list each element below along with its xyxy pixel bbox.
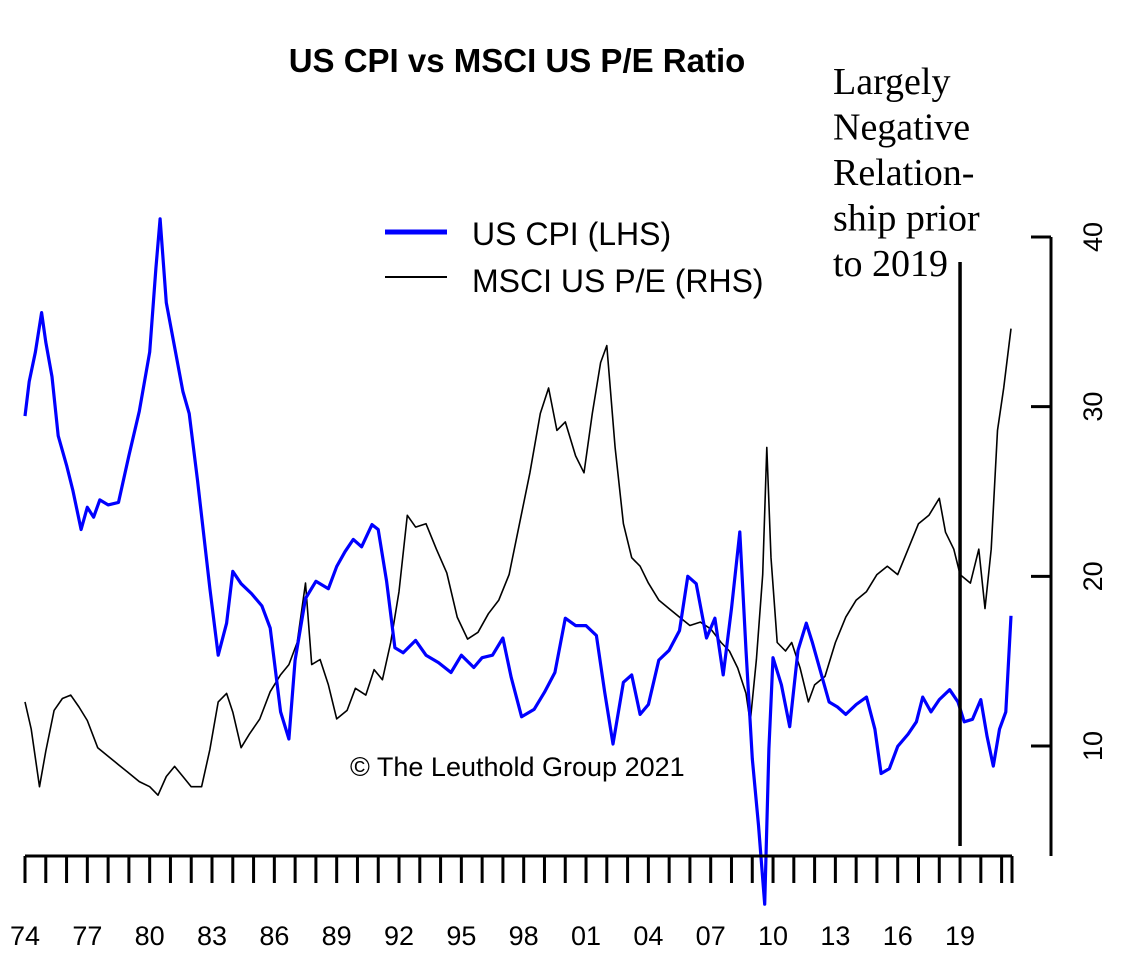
x-tick-label: 74	[10, 921, 40, 951]
x-tick-label: 04	[633, 921, 663, 951]
x-axis: 74 77 80 83 86 89 92 95 98 01 04 07 10 13 16 19	[10, 854, 1014, 951]
chart-title: US CPI vs MSCI US P/E Ratio	[289, 42, 746, 79]
x-tick-label: 95	[446, 921, 476, 951]
copyright-text: © The Leuthold Group 2021	[350, 752, 685, 782]
x-tick-label: 80	[135, 921, 165, 951]
right-y-tick-label: 30	[1078, 392, 1108, 422]
x-tick-label: 98	[509, 921, 539, 951]
right-y-tick-label: 10	[1078, 731, 1108, 761]
right-y-tick-label: 40	[1078, 222, 1108, 252]
annotation-line: Largely	[833, 61, 950, 103]
x-tick-label: 77	[72, 921, 102, 951]
series-line-pe	[24, 328, 1012, 796]
x-tick-label: 19	[945, 921, 975, 951]
series-line-cpi	[23, 217, 1013, 906]
legend-label-cpi: US CPI (LHS)	[472, 216, 671, 252]
legend: US CPI (LHS) MSCI US P/E (RHS)	[385, 216, 764, 299]
x-tick-label: 01	[571, 921, 601, 951]
x-tick-label: 07	[696, 921, 726, 951]
right-y-tick-label: 20	[1078, 561, 1108, 591]
x-tick-label: 86	[259, 921, 289, 951]
x-tick-label: 92	[384, 921, 414, 951]
x-tick-label: 10	[758, 921, 788, 951]
x-tick-label: 89	[322, 921, 352, 951]
annotation-line: to 2019	[833, 243, 948, 285]
x-tick-label: 83	[197, 921, 227, 951]
legend-label-pe: MSCI US P/E (RHS)	[472, 263, 764, 299]
annotation-line: Relation-	[833, 152, 974, 194]
annotation-line: Negative	[833, 107, 970, 149]
x-tick-label: 16	[883, 921, 913, 951]
series-layer	[23, 217, 1013, 906]
right-y-axis: 10 20 30 40	[1031, 222, 1108, 856]
annotation-line: ship prior	[833, 198, 980, 240]
x-tick-label: 13	[820, 921, 850, 951]
